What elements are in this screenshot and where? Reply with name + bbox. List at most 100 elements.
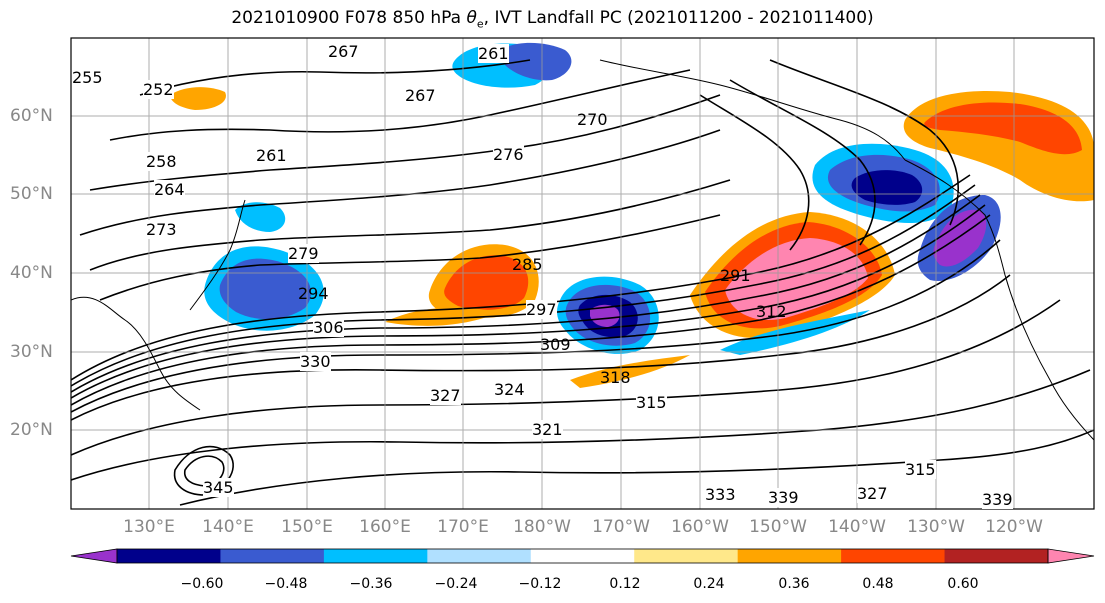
colorbar-tick-label: 0.12: [609, 576, 641, 592]
contour-label: 267: [328, 42, 359, 61]
contour-label: 285: [512, 255, 543, 274]
contour-line: [109, 69, 691, 141]
colorbar-segment: [737, 549, 842, 563]
contour-label: 291: [720, 266, 751, 285]
colorbar-extension-min: [70, 548, 118, 564]
contour-line: [71, 184, 976, 387]
title-symbol: θ: [466, 8, 477, 28]
lon-label: 130°E: [123, 517, 175, 537]
contour-label: 297: [526, 300, 557, 319]
contour-line: [79, 129, 721, 236]
colorbar-segment: [117, 549, 221, 563]
contour-label: 273: [146, 220, 177, 239]
lon-label: 140°W: [828, 517, 886, 537]
colorbar-segment: [323, 549, 428, 563]
coastline-asia: [71, 296, 201, 411]
contour-label: 270: [577, 110, 608, 129]
negative-anomaly-coast-core: [933, 209, 987, 267]
colorbar-segment: [530, 549, 635, 563]
colorbar-tick-label: 0.60: [947, 576, 979, 592]
map-area: [71, 38, 1094, 509]
lon-label: 170°E: [437, 517, 489, 537]
map-title: 2021010900 F078 850 hPa θe, IVT Landfall…: [0, 8, 1105, 30]
colorbar-segment: [220, 549, 325, 563]
positive-anomaly-alaska: [170, 87, 226, 110]
contour-label: 261: [256, 146, 287, 165]
title-subscript: e: [476, 17, 484, 31]
lon-label: 150°W: [749, 517, 807, 537]
coastline-nwamerica: [904, 159, 1094, 441]
contour-line: [173, 445, 234, 496]
contour-label: 327: [430, 386, 461, 405]
contour-label: 321: [532, 420, 563, 439]
contour-label: 318: [600, 368, 631, 387]
contour-line: [71, 299, 1061, 456]
colorbar-segment: [841, 549, 946, 563]
coastlines: [71, 59, 1094, 441]
lon-label: 160°E: [359, 517, 411, 537]
lon-label: 140°E: [202, 517, 254, 537]
contour-line: [769, 59, 959, 226]
colorbar-tick-label: 0.48: [862, 576, 894, 592]
lon-label: 180°W: [513, 517, 571, 537]
contour-label: 333: [705, 485, 736, 504]
colorbar-tick-label: −0.24: [434, 576, 478, 592]
lon-label: 120°W: [985, 517, 1043, 537]
lat-label: 30°N: [10, 342, 53, 362]
contour-label: 312: [756, 302, 787, 321]
contour-label: 258: [146, 152, 177, 171]
contour-line: [71, 274, 1011, 421]
lon-label: 150°E: [281, 517, 333, 537]
colorbar-tick-label: −0.12: [518, 576, 562, 592]
contour-line: [139, 59, 531, 96]
contour-line: [89, 94, 721, 191]
map-frame: [70, 37, 1095, 510]
contour-label: 306: [313, 318, 344, 337]
contour-line: [699, 94, 810, 251]
colorbar-tick-label: 0.36: [778, 576, 810, 592]
lat-label: 50°N: [10, 184, 53, 204]
contour-label: 315: [905, 460, 936, 479]
negative-anomaly-north-inner: [505, 42, 572, 81]
positive-anomaly-east-core: [725, 238, 868, 320]
contour-line: [71, 194, 981, 393]
contour-line: [183, 455, 225, 487]
title-suffix: , IVT Landfall PC (2021011200 - 20210114…: [483, 8, 874, 28]
colorbar-extension-max: [1047, 548, 1095, 564]
contour-label: 339: [982, 490, 1013, 509]
contour-label: 339: [768, 488, 799, 507]
shaded-anomalies: [170, 42, 1094, 388]
title-prefix: 2021010900 F078 850 hPa: [231, 8, 467, 28]
positive-anomaly-band: [570, 355, 690, 388]
coastline-japan: [189, 199, 246, 311]
contour-label: 261: [478, 44, 509, 63]
colorbar-segment: [634, 549, 739, 563]
graticule: [71, 38, 1094, 509]
negative-anomaly-gulf-core: [851, 170, 923, 205]
colorbar-frame: [116, 548, 1049, 564]
colorbar-tick-label: −0.48: [264, 576, 308, 592]
coastline-alaska: [599, 59, 906, 161]
negative-anomaly-west-small: [235, 202, 286, 232]
lon-label: 160°W: [671, 517, 729, 537]
colorbar-tick-label: −0.60: [180, 576, 224, 592]
lat-label: 60°N: [10, 106, 53, 126]
contour-label: 327: [857, 484, 888, 503]
contour-label: 267: [405, 86, 436, 105]
contour-label: 345: [203, 478, 234, 497]
contour-line: [729, 79, 876, 246]
colorbar-segment: [944, 549, 1049, 563]
lon-label: 130°W: [907, 517, 965, 537]
negative-anomaly-central-min: [590, 304, 620, 327]
contour-label: 294: [298, 284, 329, 303]
colorbar-tick-label: −0.36: [349, 576, 393, 592]
lon-label: 170°W: [592, 517, 650, 537]
lat-label: 40°N: [10, 263, 53, 283]
positive-anomaly-central-inner: [444, 255, 529, 310]
contour-label: 255: [72, 68, 103, 87]
colorbar-tick-label: 0.24: [693, 576, 725, 592]
colorbar: [70, 548, 1095, 564]
positive-anomaly-streak: [385, 307, 500, 326]
contour-label: 315: [636, 393, 667, 412]
